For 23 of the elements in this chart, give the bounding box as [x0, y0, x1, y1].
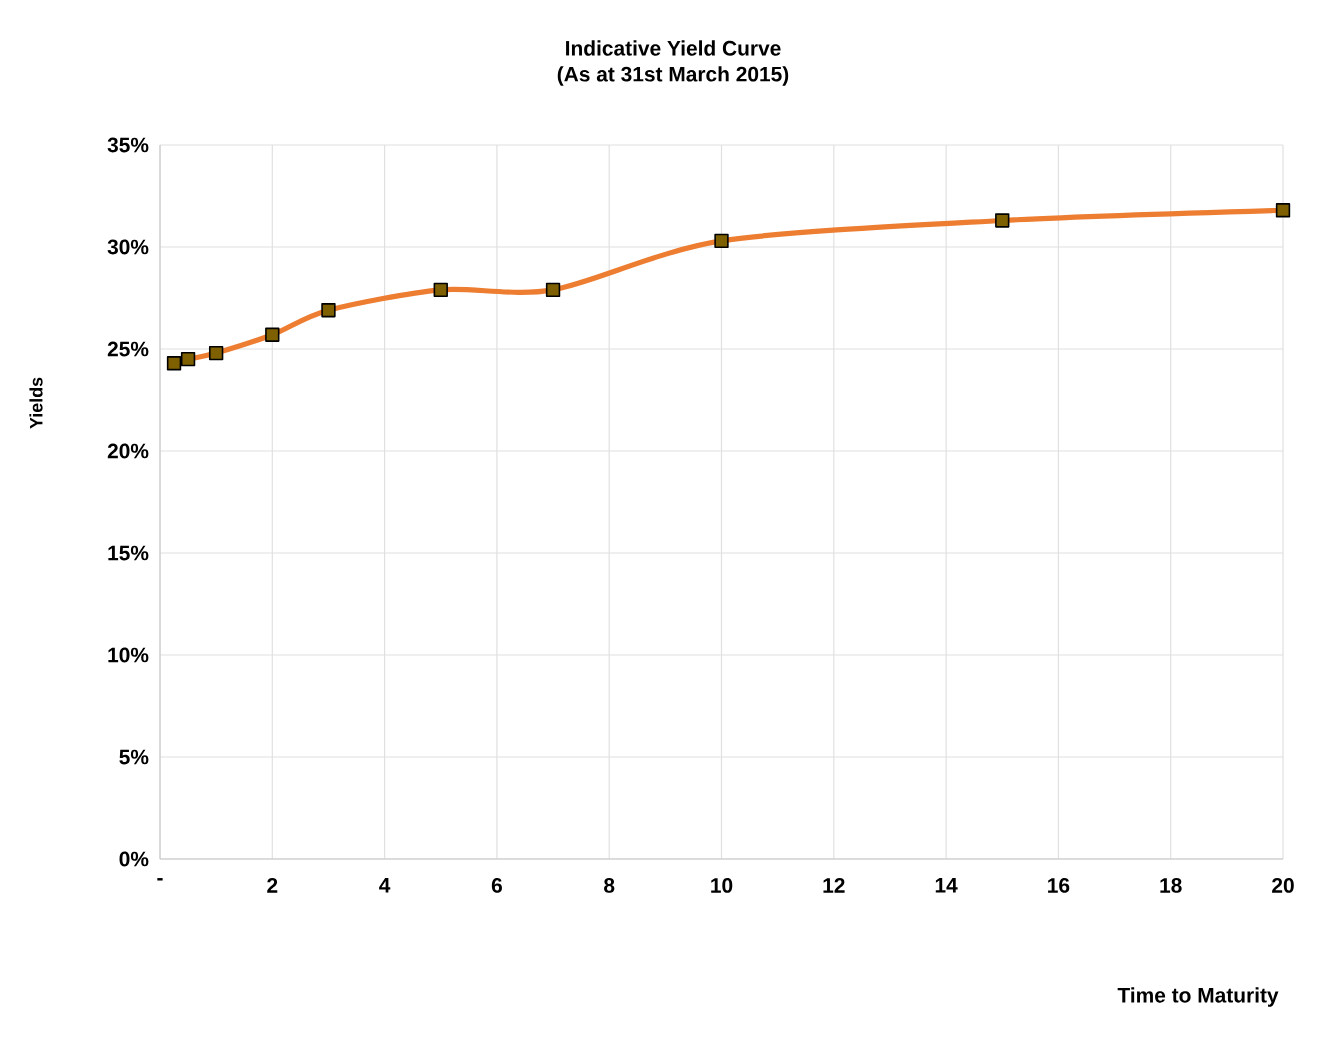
x-tick-label: 14	[935, 878, 958, 893]
y-tick-label: 15%	[108, 545, 149, 561]
y-tick-label: 25%	[107, 341, 149, 357]
x-tick-label: 16	[1048, 878, 1070, 893]
x-tick-label: 6	[491, 878, 502, 893]
y-tick-label: 30%	[107, 239, 149, 255]
x-tick-label: 8	[604, 878, 615, 893]
x-tick-label: 20	[1272, 878, 1294, 893]
y-tick-label: 35%	[107, 137, 149, 153]
y-tick-label: 5%	[119, 749, 149, 765]
x-tick-label: -	[157, 878, 163, 881]
y-tick-label: 0%	[119, 851, 149, 867]
x-axis-title: Time to Maturity	[1117, 987, 1279, 1007]
x-tick-label: 2	[267, 878, 278, 893]
chart-subtitle: (As at 31st March 2015)	[557, 66, 789, 86]
y-axis-title: Yields	[29, 377, 43, 429]
x-tick-label: 12	[823, 878, 845, 893]
x-tick-label: 10	[711, 878, 733, 893]
y-tick-label: 20%	[107, 443, 149, 459]
y-tick-label: 10%	[108, 647, 149, 663]
chart-title: Indicative Yield Curve	[566, 40, 781, 56]
x-tick-label: 18	[1160, 878, 1182, 893]
x-tick-label: 4	[379, 878, 391, 893]
